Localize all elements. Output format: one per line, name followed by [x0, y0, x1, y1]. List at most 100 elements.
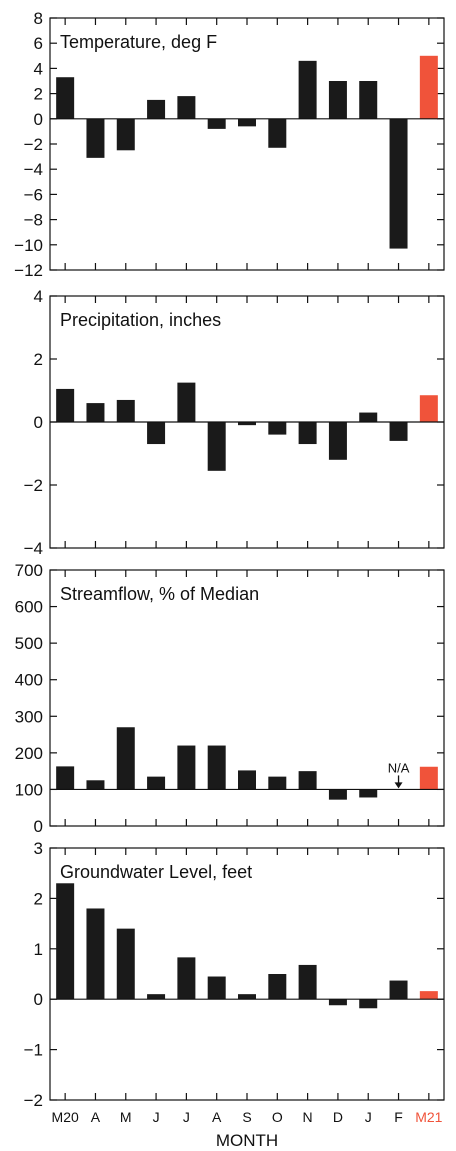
streamflow-ytick-label: 0 — [34, 817, 43, 836]
precipitation-bar-j-4 — [177, 382, 196, 422]
precipitation-bar-m-2 — [116, 399, 135, 422]
streamflow-bar-m-2 — [116, 727, 135, 790]
streamflow-bar-o-7 — [268, 776, 287, 790]
temperature-bar-n-8 — [298, 60, 317, 119]
groundwater-bar-a-1 — [86, 908, 105, 1000]
groundwater-panel-title: Groundwater Level, feet — [60, 862, 252, 882]
x-tick-label-4: J — [183, 1109, 190, 1125]
temperature-ytick-label: −8 — [24, 211, 43, 230]
groundwater-panel: Groundwater Level, feet 3 2 1 0 −1 −2 — [24, 839, 445, 1110]
temperature-bar-f-11 — [389, 118, 408, 249]
streamflow-bar-m21-12 — [419, 766, 438, 790]
x-tick-label-8: N — [303, 1109, 313, 1125]
x-tick-label-7: O — [272, 1109, 283, 1125]
temperature-ytick-label: 8 — [34, 9, 43, 28]
streamflow-bar-j-3 — [147, 776, 166, 790]
streamflow-bar-s-6 — [238, 770, 256, 790]
groundwater-bar-f-11 — [389, 980, 408, 1000]
temperature-ytick-label: −12 — [14, 261, 43, 280]
groundwater-ytick-label: 3 — [34, 839, 43, 858]
precipitation-ytick-label: 0 — [34, 413, 43, 432]
precipitation-bar-j-3 — [147, 422, 166, 445]
temperature-plot-frame — [49, 17, 445, 271]
precipitation-bar-m21-12 — [419, 395, 438, 422]
x-tick-label-3: J — [153, 1109, 160, 1125]
precipitation-bar-d-9 — [328, 422, 347, 460]
temperature-bar-a-1 — [86, 118, 105, 158]
groundwater-bar-o-7 — [268, 974, 287, 1000]
streamflow-na-annotation: N/A — [388, 760, 410, 775]
streamflow-bar-j-4 — [177, 745, 196, 790]
groundwater-bar-m-2 — [116, 928, 135, 1000]
streamflow-na-arrow-head — [394, 782, 403, 789]
temperature-ytick-label: 2 — [34, 85, 43, 104]
streamflow-bar-a-5 — [207, 745, 226, 790]
temperature-bar-m21-12 — [419, 55, 438, 119]
precipitation-bar-m20-0 — [56, 388, 75, 422]
precipitation-ytick-label: −4 — [24, 539, 43, 558]
precipitation-bar-j-10 — [359, 412, 378, 422]
precipitation-bar-a-1 — [86, 403, 105, 422]
precipitation-panel-title: Precipitation, inches — [60, 310, 221, 330]
precipitation-bar-o-7 — [268, 422, 287, 435]
x-tick-label-6: S — [242, 1109, 251, 1125]
x-axis-title: MONTH — [216, 1131, 278, 1150]
temperature-panel: Temperature, deg F 8 6 4 2 0 −2 −4 −6 −8 −10 −12 — [14, 9, 445, 280]
streamflow-ytick-label: 500 — [15, 634, 43, 653]
x-tick-label-2: M — [120, 1109, 132, 1125]
x-tick-label-10: J — [365, 1109, 372, 1125]
temperature-ytick-label: −4 — [24, 160, 43, 179]
x-tick-label-1: A — [91, 1109, 101, 1125]
precipitation-ytick-label: −2 — [24, 476, 43, 495]
streamflow-panel: Streamflow, % of Median 700 600 500 400 300 2… — [15, 561, 445, 836]
temperature-bar-o-7 — [268, 118, 287, 148]
temperature-panel-title: Temperature, deg F — [60, 32, 217, 52]
x-tick-label-9: D — [333, 1109, 343, 1125]
x-tick-label-11: F — [394, 1109, 403, 1125]
temperature-ytick-label: −10 — [14, 236, 43, 255]
streamflow-ytick-label: 200 — [15, 744, 43, 763]
temperature-ytick-label: −6 — [24, 185, 43, 204]
temperature-bar-d-9 — [328, 81, 347, 119]
precipitation-ytick-label: 4 — [34, 287, 43, 306]
temperature-ytick-label: −2 — [24, 135, 43, 154]
streamflow-ytick-label: 300 — [15, 707, 43, 726]
groundwater-ytick-label: 2 — [34, 889, 43, 908]
streamflow-ytick-label: 100 — [15, 780, 43, 799]
streamflow-bar-a-1 — [86, 780, 105, 790]
groundwater-bar-a-5 — [207, 976, 226, 1000]
temperature-bar-j-4 — [177, 96, 196, 119]
x-tick-label-12: M21 — [415, 1109, 442, 1125]
precipitation-bar-a-5 — [207, 422, 226, 471]
x-tick-label-0: M20 — [52, 1109, 79, 1125]
temperature-bar-j-3 — [147, 99, 166, 119]
streamflow-ytick-label: 400 — [15, 671, 43, 690]
temperature-ytick-label: 0 — [34, 110, 43, 129]
groundwater-bar-m20-0 — [56, 883, 75, 1000]
streamflow-ytick-label: 700 — [15, 561, 43, 580]
groundwater-bar-n-8 — [298, 964, 317, 1000]
groundwater-bar-j-10 — [359, 999, 378, 1009]
x-tick-label-5: A — [212, 1109, 222, 1125]
temperature-ytick-label: 4 — [34, 59, 43, 78]
precipitation-bar-f-11 — [389, 422, 408, 441]
precipitation-ytick-label: 2 — [34, 350, 43, 369]
groundwater-bar-d-9 — [328, 999, 347, 1006]
streamflow-bar-n-8 — [298, 771, 317, 790]
groundwater-bar-j-4 — [177, 957, 196, 1000]
groundwater-ytick-label: 1 — [34, 940, 43, 959]
temperature-bar-m-2 — [116, 118, 135, 151]
precipitation-panel: Precipitation, inches 4 2 0 −2 −4 — [24, 287, 445, 558]
temperature-bar-j-10 — [359, 81, 378, 119]
temperature-ytick-label: 6 — [34, 34, 43, 53]
temperature-bar-m20-0 — [56, 77, 75, 119]
groundwater-bar-m21-12 — [419, 991, 438, 1000]
groundwater-bar-s-6 — [238, 994, 256, 1000]
groundwater-plot-frame — [49, 847, 445, 1101]
groundwater-bar-j-3 — [147, 994, 166, 1000]
precipitation-bar-n-8 — [298, 422, 317, 445]
precipitation-bar-s-6 — [238, 422, 256, 426]
streamflow-bar-m20-0 — [56, 766, 75, 790]
temperature-bar-a-5 — [207, 118, 226, 129]
